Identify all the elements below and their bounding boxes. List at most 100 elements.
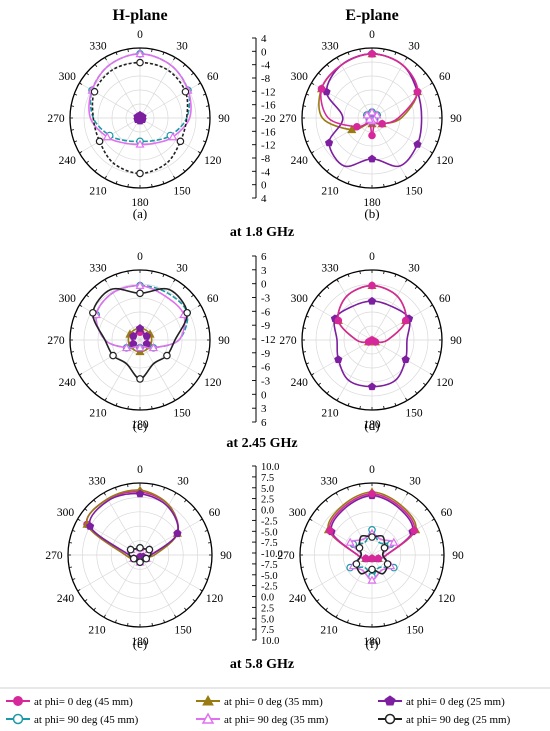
data-point (136, 58, 144, 67)
scale-tick-label: -5.0 (261, 571, 278, 582)
data-point (368, 565, 376, 574)
radial-scales: 40-4-8-12-16-20-16-12-8-404630-3-6-9-12-… (252, 33, 283, 647)
data-point (362, 110, 372, 119)
polar-tick (191, 72, 194, 76)
angle-tick-label: 0 (137, 29, 143, 41)
polar-tick (359, 484, 361, 488)
angle-tick-label: 210 (320, 625, 338, 637)
data-point (142, 554, 151, 563)
polar-tick (127, 49, 129, 53)
polar-tick (207, 542, 211, 544)
scale-tick-label: 2.5 (261, 603, 274, 614)
angle-tick-label: 180 (363, 197, 381, 209)
polar-tick (325, 499, 328, 503)
angle-tick-label: 30 (176, 262, 188, 274)
angle-tick-label: 270 (45, 550, 63, 562)
polar-tick (94, 391, 98, 394)
polar-plot: 0 30 60 90 120 150 180 210 240 270 300 330 (47, 251, 230, 431)
polar-tick (207, 566, 211, 568)
scale-tick-label: -2.5 (261, 582, 278, 593)
polar-tick (86, 382, 89, 386)
angle-tick-label: 270 (47, 335, 65, 347)
polar-tick (79, 373, 83, 376)
polar-spoke (335, 492, 373, 556)
polar-tick (434, 140, 438, 143)
polar-tick (325, 607, 328, 611)
scale-tick-label: 5.0 (261, 614, 274, 625)
polar-spoke (103, 554, 141, 618)
angle-tick-label: 210 (88, 625, 106, 637)
legend-item-phi0-45mm: at phi= 0 deg (45 mm) (6, 696, 133, 708)
polar-spoke (139, 554, 203, 592)
polar-tick (439, 542, 443, 544)
polar-tick (301, 542, 305, 544)
angle-tick-label: 90 (450, 335, 462, 347)
data-point (410, 526, 418, 535)
polar-tick (336, 175, 339, 179)
polar-tick (306, 93, 310, 96)
polar-spoke (371, 57, 408, 119)
legend: at phi= 0 deg (45 mm) at phi= 0 deg (35 … (0, 687, 550, 726)
data-point (361, 554, 370, 563)
data-point (129, 554, 138, 563)
polar-tick (437, 351, 441, 353)
angle-tick-label: 240 (59, 377, 77, 389)
polar-spoke (336, 117, 373, 179)
data-point (135, 280, 145, 289)
data-point (380, 543, 389, 552)
polar-tick (69, 542, 73, 544)
data-point (90, 87, 99, 96)
data-point (317, 85, 326, 93)
polar-tick (151, 405, 153, 409)
polar-tick (429, 151, 433, 154)
legend-item-phi0-35mm: at phi= 0 deg (35 mm) (196, 694, 323, 708)
angle-tick-label: 330 (320, 476, 338, 488)
polar-tick (303, 129, 307, 131)
polar-tick (326, 286, 330, 289)
polar-tick (174, 492, 177, 496)
polar-tick (424, 508, 428, 511)
polar-tick (77, 589, 81, 592)
polar-tick (104, 279, 107, 283)
polar-tick (174, 614, 177, 618)
polar-tick (192, 508, 196, 511)
data-point (334, 355, 343, 363)
polar-tick (439, 566, 443, 568)
legend-label: at phi= 0 deg (35 mm) (224, 696, 323, 708)
polar-tick (303, 327, 307, 329)
polar-tick (383, 622, 385, 626)
polar-tick (394, 402, 397, 406)
polar-tick (359, 183, 361, 187)
scale-tick-label: 0 (261, 279, 267, 291)
data-point (136, 289, 144, 298)
panel-label-a: (a) (133, 206, 147, 221)
data-point (413, 87, 422, 96)
polar-tick (414, 64, 418, 67)
angle-tick-label: 90 (452, 550, 464, 562)
data-point (95, 137, 104, 146)
scale-tick-label: 4 (261, 193, 267, 205)
legend-item-phi90-25mm: at phi= 90 deg (25 mm) (378, 713, 511, 726)
scale-tick-label: -8 (261, 153, 271, 165)
angle-tick-label: 90 (220, 550, 232, 562)
data-point (324, 138, 334, 147)
scale-tick-label: 10.0 (261, 462, 279, 473)
angle-tick-label: 150 (173, 186, 191, 198)
polar-tick (437, 327, 441, 329)
polar-tick (423, 160, 426, 164)
polar-spoke (371, 554, 409, 618)
angle-tick-label: 300 (59, 293, 77, 305)
polar-spoke (104, 339, 141, 401)
polar-spoke (104, 117, 141, 179)
polar-tick (173, 397, 176, 401)
polar-spoke (371, 279, 408, 341)
legend-item-phi90-45mm: at phi= 90 deg (45 mm) (6, 713, 139, 726)
legend-item-phi90-35mm: at phi= 90 deg (35 mm) (196, 712, 329, 726)
polar-spoke (371, 492, 409, 556)
polar-tick (199, 518, 203, 521)
data-point (135, 489, 145, 498)
polar-tick (406, 614, 409, 618)
polar-tick (192, 599, 196, 602)
polar-tick (202, 315, 206, 318)
